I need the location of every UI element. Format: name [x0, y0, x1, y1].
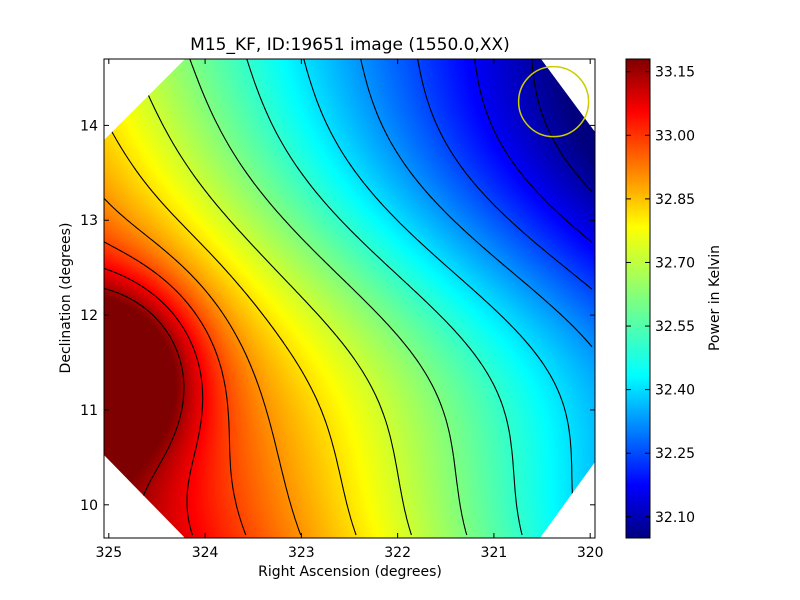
x-tick-label: 324 [192, 545, 219, 561]
beam-circle [517, 65, 590, 138]
colorbar: 33.15 33.00 32.85 32.70 32.55 32.40 32.25 32.10… [625, 58, 723, 539]
contour-line [189, 59, 468, 536]
colorbar-tick-label: 32.10 [655, 510, 695, 526]
contour-line [531, 59, 593, 192]
colorbar-label: Power in Kelvin [707, 245, 723, 351]
x-tick-label: 323 [288, 545, 315, 561]
y-axis-label: Declination (degrees) [58, 223, 74, 374]
colorbar-tick-label: 33.00 [655, 128, 695, 144]
x-tick-label: 325 [95, 545, 122, 561]
plot-frame [103, 58, 596, 539]
colorbar-tick-label: 33.15 [655, 65, 695, 81]
colorbar-tick-label: 32.85 [655, 192, 695, 208]
x-tick-label: 320 [577, 545, 604, 561]
contour-line [104, 267, 204, 536]
heatmap [104, 59, 595, 538]
heatmap-image [104, 59, 595, 538]
contour-line [104, 241, 247, 536]
y-tick-label: 12 [80, 308, 98, 324]
y-tick-label: 11 [80, 403, 98, 419]
y-tick-label: 14 [80, 118, 98, 134]
contour-line [360, 59, 593, 348]
x-axis: 325 324 323 322 321 320 [95, 59, 604, 561]
colorbar-ticks: 33.15 33.00 32.85 32.70 32.55 32.40 32.25 32.10 [626, 65, 695, 526]
colorbar-tick-label: 32.55 [655, 319, 695, 335]
chart-title: M15_KF, ID:19651 image (1550.0,XX) [190, 35, 510, 55]
contour-line [474, 59, 593, 243]
y-tick-label: 10 [80, 498, 98, 514]
x-tick-label: 322 [384, 545, 411, 561]
x-tick-label: 321 [481, 545, 508, 561]
contour-line [246, 59, 523, 536]
y-tick-label: 13 [80, 213, 98, 229]
x-axis-label: Right Ascension (degrees) [258, 564, 442, 580]
colorbar-tick-label: 32.70 [655, 255, 695, 271]
colorbar-tick-label: 32.40 [655, 383, 695, 399]
colorbar-tick-label: 32.25 [655, 446, 695, 462]
y-axis: 10 11 12 13 14 [80, 118, 595, 514]
contour-line [417, 59, 593, 290]
colorbar-gradient [625, 58, 651, 539]
